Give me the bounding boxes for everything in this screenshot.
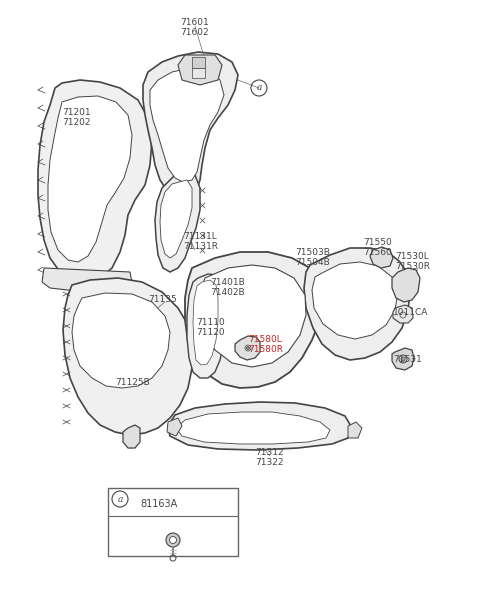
Text: 71601
71602: 71601 71602 [180,18,209,38]
Polygon shape [168,402,352,450]
Text: 81163A: 81163A [140,499,177,509]
Text: 71550
71560: 71550 71560 [363,238,392,257]
Polygon shape [185,252,323,388]
Polygon shape [392,348,414,370]
Polygon shape [48,96,132,262]
Polygon shape [176,412,330,444]
Polygon shape [38,80,152,282]
Polygon shape [187,274,226,378]
Text: 71312
71322: 71312 71322 [256,448,284,467]
Text: 1011CA: 1011CA [393,308,428,317]
Text: 71201
71202: 71201 71202 [62,108,91,128]
Polygon shape [393,305,413,323]
Polygon shape [155,172,200,272]
Polygon shape [160,180,192,258]
Text: 71125B: 71125B [115,378,150,387]
Polygon shape [42,268,132,292]
Polygon shape [348,422,362,438]
Text: a: a [117,495,123,504]
Text: 71401B
71402B: 71401B 71402B [210,278,245,297]
Circle shape [169,536,177,544]
Text: 71135: 71135 [148,295,177,304]
Polygon shape [150,68,224,182]
Polygon shape [178,55,222,85]
Text: a: a [256,83,262,92]
Polygon shape [192,68,205,78]
Text: 71131L
71131R: 71131L 71131R [183,232,218,252]
Polygon shape [63,278,192,435]
Text: 71580L
71580R: 71580L 71580R [248,335,283,355]
Polygon shape [192,57,205,68]
Circle shape [401,357,405,361]
Text: 71503B
71504B: 71503B 71504B [295,248,330,268]
Polygon shape [370,247,393,268]
Polygon shape [304,248,410,360]
Polygon shape [312,262,398,339]
Text: 71531: 71531 [393,355,422,364]
Polygon shape [235,336,260,360]
Polygon shape [72,293,170,388]
Polygon shape [167,418,182,436]
Circle shape [247,346,250,349]
Polygon shape [392,268,420,302]
Text: 71530L
71530R: 71530L 71530R [395,252,430,271]
Polygon shape [193,280,218,365]
Polygon shape [200,265,306,367]
Polygon shape [123,425,140,448]
Text: 71110
71120: 71110 71120 [196,318,225,337]
Circle shape [166,533,180,547]
Polygon shape [143,52,238,198]
FancyBboxPatch shape [108,488,238,556]
